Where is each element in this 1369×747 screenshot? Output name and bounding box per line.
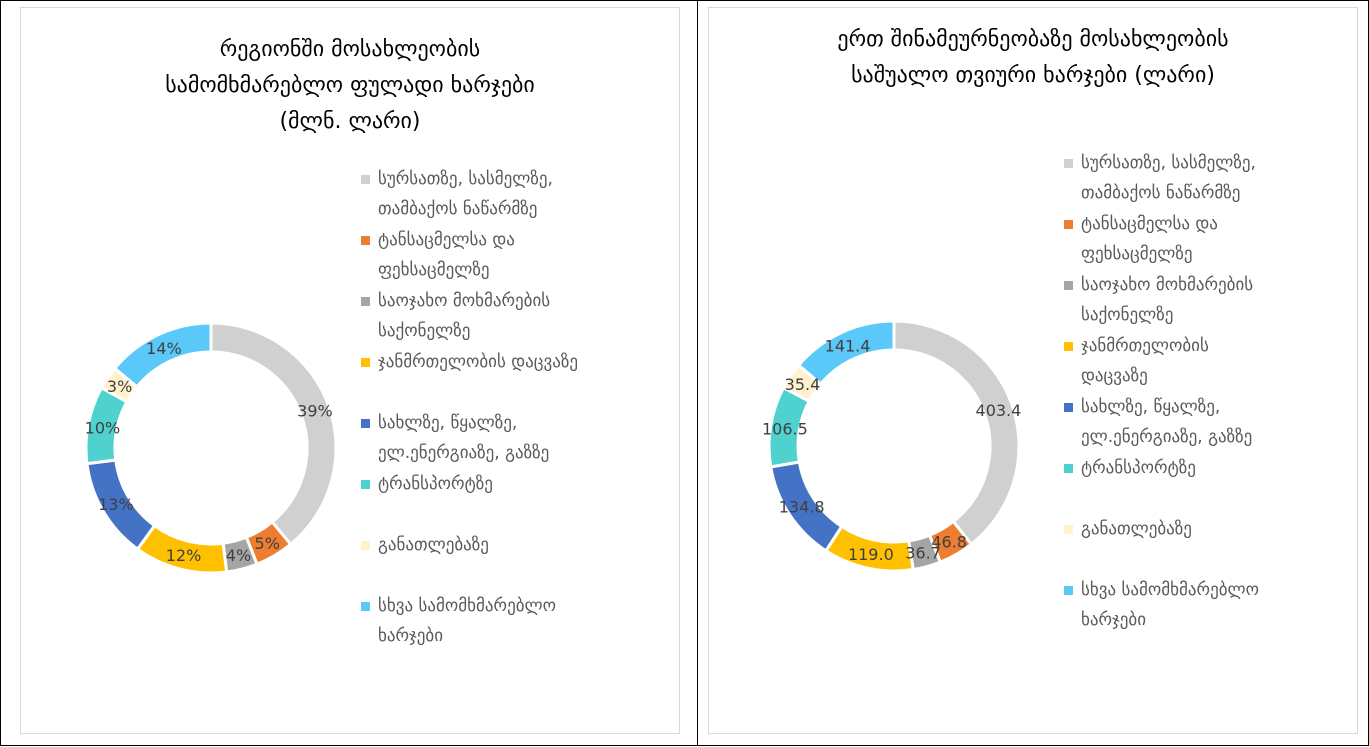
data-label: 119.0 (848, 545, 894, 564)
legend-label: სახლზე, წყალზე, (378, 413, 518, 433)
legend-entry: განათლებაზე (361, 530, 651, 560)
donut-slice (796, 319, 896, 387)
legend-label: ჯანმრთელობის დაცვაზე (378, 352, 578, 372)
legend-label: სურსათზე, სასმელზე, (378, 169, 553, 189)
legend-swatch (361, 541, 370, 550)
legend-entry: სახლზე, წყალზე, ელ.ენერგიაზე, გაზზე (361, 408, 651, 468)
legend-label: საქონელზე (378, 321, 471, 341)
data-label: 14% (146, 339, 182, 358)
legend-label: საქონელზე (1081, 305, 1174, 325)
legend-label: ელ.ენერგიაზე, გაზზე (1081, 427, 1253, 447)
data-label: 141.4 (825, 337, 871, 356)
legend-label: სხვა სამომხმარებლო (378, 596, 556, 616)
data-label: 3% (107, 377, 132, 396)
data-label: 134.8 (779, 498, 825, 517)
legend-swatch (1064, 403, 1073, 412)
legend-swatch (361, 175, 370, 184)
legend-entry: ჯანმრთელობის დაცვაზე (361, 347, 651, 377)
chart-title-line: (მლნ. ლარი) (279, 109, 421, 134)
data-label: 403.4 (976, 401, 1022, 420)
legend-label: ფეხსაცმელზე (1081, 244, 1193, 264)
legend-label: თამბაქოს ნაწარმზე (378, 199, 538, 219)
data-label: 106.5 (762, 419, 808, 438)
legend-swatch (361, 297, 370, 306)
legend-swatch (1064, 220, 1073, 229)
legend-entry: სურსათზე, სასმელზე, თამბაქოს ნაწარმზე (1064, 148, 1354, 208)
legend-swatch (1064, 525, 1073, 534)
legend-label: ფეხსაცმელზე (378, 260, 490, 280)
legend-label: განათლებაზე (378, 535, 489, 555)
legend-label: ტრანსპორტზე (378, 474, 493, 494)
legend-swatch (361, 480, 370, 489)
legend-swatch (1064, 586, 1073, 595)
donut-slice (209, 321, 338, 547)
legend-entry: საოჯახო მოხმარების საქონელზე (1064, 270, 1354, 330)
legend-label: საოჯახო მოხმარების (1081, 275, 1254, 295)
legend-entry: განათლებაზე (1064, 514, 1354, 544)
legend-label: ტრანსპორტზე (1081, 458, 1196, 478)
legend-entry: სახლზე, წყალზე, ელ.ენერგიაზე, გაზზე (1064, 392, 1354, 452)
legend-label: ტანსაცმელსა და (1081, 214, 1218, 234)
legend-label: სურსათზე, სასმელზე, (1081, 153, 1256, 173)
legend-label: ჯანმრთელობის (1081, 336, 1209, 356)
legend-label: თამბაქოს ნაწარმზე (1081, 183, 1241, 203)
chart-panel-regional-spending: რეგიონში მოსახლეობის სამომხმარებლო ფულად… (20, 7, 680, 734)
legend-label: ტანსაცმელსა და (378, 230, 515, 250)
legend-label: ელ.ენერგიაზე, გაზზე (378, 443, 550, 463)
legend-swatch (361, 236, 370, 245)
data-label: 4% (226, 546, 251, 565)
chart-panel-household-monthly-spending: ერთ შინამეურნეობაზე მოსახლეობის საშუალო … (708, 7, 1358, 734)
legend-label: დაცვაზე (1081, 366, 1148, 386)
legend-entry: სხვა სამომხმარებლო ხარჯები (361, 591, 651, 651)
chart-title-line: სამომხმარებლო ფულადი ხარჯები (165, 73, 535, 98)
legend-entry: ტანსაცმელსა და ფეხსაცმელზე (361, 225, 651, 285)
legend-entry: ტანსაცმელსა და ფეხსაცმელზე (1064, 209, 1354, 269)
data-label: 36.7 (905, 544, 941, 563)
legend-label: ხარჯები (378, 626, 443, 646)
legend-entry: საოჯახო მოხმარების საქონელზე (361, 286, 651, 346)
legend-label: განათლებაზე (1081, 519, 1192, 539)
donut-slice (112, 321, 213, 389)
donut-slice (892, 319, 1021, 547)
chart-title: ერთ შინამეურნეობაზე მოსახლეობის საშუალო … (709, 22, 1357, 94)
legend-entry: ტრანსპორტზე (1064, 453, 1354, 483)
right-table-cell: ერთ შინამეურნეობაზე მოსახლეობის საშუალო … (697, 0, 1369, 746)
legend-entry: ტრანსპორტზე (361, 469, 651, 499)
legend-swatch (1064, 342, 1073, 351)
data-label: 12% (166, 546, 202, 565)
chart-title-line: რეგიონში მოსახლეობის (219, 37, 481, 62)
legend-swatch (1064, 281, 1073, 290)
data-label: 35.4 (785, 375, 821, 394)
data-label: 46.8 (931, 533, 967, 552)
legend-swatch (361, 358, 370, 367)
left-table-cell: რეგიონში მოსახლეობის სამომხმარებლო ფულად… (0, 0, 698, 746)
legend-label: სხვა სამომხმარებლო (1081, 580, 1259, 600)
legend-swatch (361, 419, 370, 428)
legend-swatch (1064, 464, 1073, 473)
legend-label: ხარჯები (1081, 610, 1146, 630)
legend-entry: ჯანმრთელობის დაცვაზე (1064, 331, 1354, 391)
legend-swatch (1064, 159, 1073, 168)
data-label: 10% (85, 418, 121, 437)
legend-label: სახლზე, წყალზე, (1081, 397, 1221, 417)
donut-chart: 39% 5%4% 12% 13% 10% 3% 14% (84, 321, 338, 575)
legend-entry: სხვა სამომხმარებლო ხარჯები (1064, 575, 1354, 635)
data-label: 39% (297, 402, 333, 421)
data-label: 5% (255, 534, 280, 553)
legend-swatch (361, 602, 370, 611)
data-label: 13% (98, 495, 134, 514)
legend-label: საოჯახო მოხმარების (378, 291, 551, 311)
legend-entry: სურსათზე, სასმელზე, თამბაქოს ნაწარმზე (361, 164, 651, 224)
chart-title-line: საშუალო თვიური ხარჯები (ლარი) (851, 63, 1215, 88)
chart-title: რეგიონში მოსახლეობის სამომხმარებლო ფულად… (21, 32, 679, 140)
chart-title-line: ერთ შინამეურნეობაზე მოსახლეობის (837, 27, 1229, 52)
